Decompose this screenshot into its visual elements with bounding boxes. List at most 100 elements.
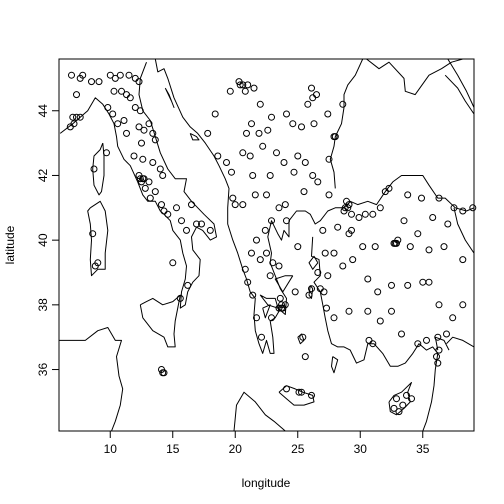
data-point xyxy=(176,294,184,302)
data-point xyxy=(340,207,348,215)
data-point xyxy=(325,155,333,163)
data-point xyxy=(120,117,128,124)
coastline-segment xyxy=(444,74,474,115)
data-point xyxy=(246,152,254,160)
data-point xyxy=(390,404,398,412)
x-tick-label: 30 xyxy=(354,442,368,456)
data-point xyxy=(434,333,442,341)
coastline-segment xyxy=(59,327,124,431)
data-point xyxy=(393,239,400,247)
coastline-segment xyxy=(87,200,109,277)
coastline-segment xyxy=(92,142,105,196)
data-point xyxy=(145,120,153,128)
data-point xyxy=(385,184,393,192)
data-point xyxy=(66,123,74,131)
data-point xyxy=(291,288,299,296)
data-point xyxy=(281,201,289,209)
data-point xyxy=(244,278,252,286)
data-point xyxy=(188,201,195,209)
data-point xyxy=(223,159,230,166)
data-point xyxy=(73,91,80,99)
data-point xyxy=(423,336,430,344)
data-point xyxy=(135,123,143,131)
data-point xyxy=(88,78,95,86)
coastline-segment xyxy=(331,356,339,374)
data-point xyxy=(173,204,180,212)
data-point xyxy=(339,100,347,108)
coastline-segment xyxy=(154,59,474,354)
data-point xyxy=(136,107,144,115)
data-point xyxy=(330,314,338,322)
x-tick-label: 20 xyxy=(229,442,243,456)
data-point xyxy=(169,259,177,267)
data-point xyxy=(321,249,329,257)
data-point xyxy=(160,369,168,377)
data-point xyxy=(313,91,320,99)
data-point xyxy=(109,110,117,118)
data-point xyxy=(164,210,172,218)
data-point xyxy=(251,191,259,199)
data-point xyxy=(450,204,458,212)
data-point xyxy=(301,353,309,361)
data-point xyxy=(324,272,332,280)
x-axis: 10 15 20 25 30 35 xyxy=(104,431,430,456)
data-point xyxy=(68,71,75,79)
data-point xyxy=(459,207,467,215)
x-axis-title: longitude xyxy=(242,476,291,490)
data-point xyxy=(364,307,372,315)
y-tick-label: 42 xyxy=(36,168,50,182)
data-point xyxy=(138,139,145,147)
data-point xyxy=(241,87,249,95)
data-point xyxy=(70,120,78,128)
data-point xyxy=(404,281,412,289)
data-point xyxy=(140,126,148,134)
data-point xyxy=(253,314,260,322)
data-point xyxy=(268,113,275,121)
data-point xyxy=(398,330,405,338)
data-point xyxy=(395,408,403,416)
data-point xyxy=(256,256,264,264)
data-point xyxy=(425,246,433,254)
data-point xyxy=(94,259,102,267)
data-point xyxy=(131,74,139,82)
data-point xyxy=(309,172,317,179)
data-point xyxy=(231,201,239,209)
data-point xyxy=(228,168,235,176)
data-point xyxy=(308,391,315,399)
data-point xyxy=(374,288,382,296)
data-point xyxy=(239,201,247,209)
data-point xyxy=(89,230,97,238)
data-point xyxy=(111,74,119,82)
data-point xyxy=(361,210,369,218)
data-point xyxy=(310,120,318,128)
data-point xyxy=(275,204,283,212)
data-point xyxy=(319,226,327,234)
data-point xyxy=(151,136,159,144)
coastline-segment xyxy=(139,294,181,348)
data-point xyxy=(104,104,112,111)
data-point xyxy=(136,175,144,183)
data-point xyxy=(236,81,244,89)
coastline-basemap xyxy=(59,59,474,431)
data-point xyxy=(244,81,252,89)
data-point xyxy=(359,243,367,251)
data-point xyxy=(266,272,274,280)
data-point xyxy=(159,172,167,179)
coastline-segment xyxy=(233,391,286,431)
data-point xyxy=(290,168,298,176)
data-point xyxy=(364,275,372,283)
data-point xyxy=(235,78,243,86)
data-point xyxy=(435,301,443,309)
data-point xyxy=(369,210,377,218)
data-point xyxy=(214,152,222,160)
data-point xyxy=(305,291,313,299)
data-point xyxy=(103,149,110,157)
data-point xyxy=(369,340,377,348)
data-point xyxy=(376,317,384,325)
data-point xyxy=(283,385,290,393)
data-point xyxy=(434,359,442,367)
data-point xyxy=(193,220,200,228)
y-tick-label: 44 xyxy=(36,104,50,118)
data-point xyxy=(343,197,350,205)
